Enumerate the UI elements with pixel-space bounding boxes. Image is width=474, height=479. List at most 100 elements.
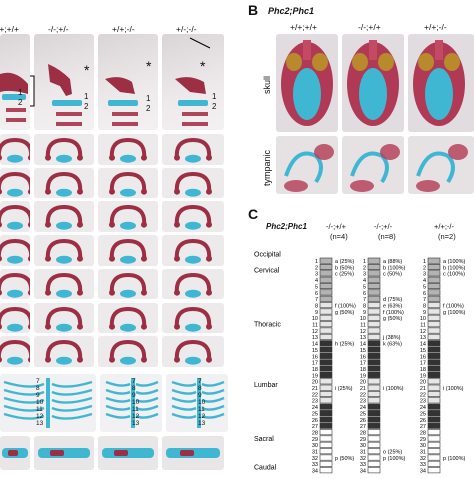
vertebra-bar <box>427 365 441 372</box>
vertebra-number: 1 <box>423 259 426 265</box>
vertebra-section-photo <box>0 336 30 367</box>
vertebra-number: 24 <box>420 405 426 411</box>
vertebra-number: 29 <box>360 437 366 443</box>
vertebra-number: 34 <box>312 469 318 474</box>
genotype-a-3: +/+;-/- <box>112 24 135 34</box>
skull-bone-shape <box>378 53 394 71</box>
vertebra-bar <box>367 346 381 353</box>
vertebra-bar <box>427 314 441 321</box>
vertebra-bar <box>427 333 441 340</box>
vertebra-bar <box>427 454 441 461</box>
rib-number-label: 11 <box>198 406 205 413</box>
vertebra-number: 20 <box>312 380 318 386</box>
skull-bone-shape <box>312 53 328 71</box>
vertebra-number: 25 <box>420 411 426 417</box>
region-label: Cervical <box>254 268 280 275</box>
vertebra-section-photo <box>98 268 158 300</box>
vertebra-bar <box>427 372 441 378</box>
rib-number-label: 12 <box>36 413 44 420</box>
rib-number-label: 7 <box>36 378 40 385</box>
vertebra-bar <box>319 422 333 429</box>
vertebra-bar <box>319 448 333 455</box>
skull-bone-shape <box>352 53 368 71</box>
vertebra-bar <box>319 391 333 398</box>
vertebra-number: 10 <box>312 316 318 322</box>
vertebra-number: 30 <box>312 443 318 449</box>
vertebra-number: 32 <box>312 456 318 462</box>
vertebra-section-photo <box>98 201 158 233</box>
vertebra-number: 18 <box>420 367 426 373</box>
vertebra-bar <box>367 384 381 391</box>
vertebra-bar <box>319 321 333 328</box>
vertebra-number: 31 <box>420 450 426 456</box>
vertebra-section-photo <box>98 302 158 334</box>
region-label: Occipital <box>254 252 281 259</box>
vertebra-bar <box>367 270 381 277</box>
vertebra-bar <box>319 346 333 353</box>
vertebra-number: 10 <box>360 316 366 322</box>
row-label-skull: skull <box>262 76 272 95</box>
vertebra-bar <box>367 276 381 283</box>
vertebra-bar <box>427 346 441 353</box>
rib-number-label: 7 <box>198 378 202 385</box>
vertebra-number: 18 <box>360 367 366 373</box>
vertebra-number: 20 <box>420 380 426 386</box>
vertebra-bar <box>427 429 441 436</box>
vertebra-number: 2 <box>315 265 318 271</box>
vertebra-bar <box>367 454 381 461</box>
vertebra-number: 17 <box>420 361 426 367</box>
annotation-label: c (100%) <box>443 272 465 278</box>
vertebra-number: 13 <box>420 335 426 341</box>
vertebra-bar <box>427 416 441 423</box>
vertebra-bar <box>319 289 333 296</box>
vertebra-number: 4 <box>315 278 318 284</box>
vertebra-number: 20 <box>360 380 366 386</box>
annotation-label: i (100%) <box>443 386 464 392</box>
region-label: Sacral <box>254 436 274 443</box>
vertebra-bar <box>427 302 441 309</box>
rib-number-label: 8 <box>198 385 202 392</box>
vertebra-bar <box>427 327 441 334</box>
annotation-label: a (88%) <box>383 259 402 265</box>
vertebra-bar <box>367 441 381 448</box>
vertebra-bar <box>367 422 381 429</box>
vertebra-number: 32 <box>420 456 426 462</box>
vertebra-bar <box>427 264 441 271</box>
vertebra-number: 26 <box>420 418 426 424</box>
rib-number-label: 12 <box>132 413 140 420</box>
vertebra-bar <box>367 365 381 372</box>
vertebra-bar <box>427 435 441 442</box>
panel-c-genotype-1: -/-;+/+ <box>326 222 347 231</box>
vertebra-section-photo <box>162 167 224 199</box>
vertebra-bar <box>319 454 333 461</box>
skull-bone-shape <box>293 68 321 120</box>
panel-c-n-1: (n=4) <box>330 232 348 241</box>
vertebra-number: 30 <box>420 443 426 449</box>
vertebra-bar <box>367 264 381 271</box>
vertebra-bar <box>319 416 333 423</box>
vertebra-bar <box>319 467 333 474</box>
vertebra-bar <box>427 422 441 429</box>
vertebra-number: 28 <box>420 430 426 436</box>
skull-bone-shape <box>369 40 377 60</box>
vertebra-label-2-col3: 2 <box>146 104 151 113</box>
vertebra-bar <box>427 391 441 398</box>
vertebra-bar <box>367 403 381 410</box>
vertebra-number: 16 <box>360 354 366 360</box>
vertebra-bar <box>367 340 381 347</box>
rib-number-label: 8 <box>36 385 40 392</box>
vertebra-bar <box>427 340 441 347</box>
vertebra-number: 17 <box>312 361 318 367</box>
vertebra-section-photo <box>34 336 94 367</box>
vertebra-section-photo <box>162 201 224 233</box>
vertebra-bar <box>367 257 381 264</box>
vertebra-bar <box>427 321 441 328</box>
annotation-label: p (100%) <box>383 456 405 462</box>
vertebra-number: 21 <box>312 386 318 392</box>
annotation-label: g (100%) <box>443 310 465 316</box>
panel-b-letter: B <box>248 2 259 18</box>
vertebra-label-2-col1: 2 <box>18 98 23 107</box>
vertebra-number: 6 <box>315 291 318 297</box>
vertebra-number: 9 <box>423 310 426 316</box>
vertebra-bar <box>427 276 441 283</box>
